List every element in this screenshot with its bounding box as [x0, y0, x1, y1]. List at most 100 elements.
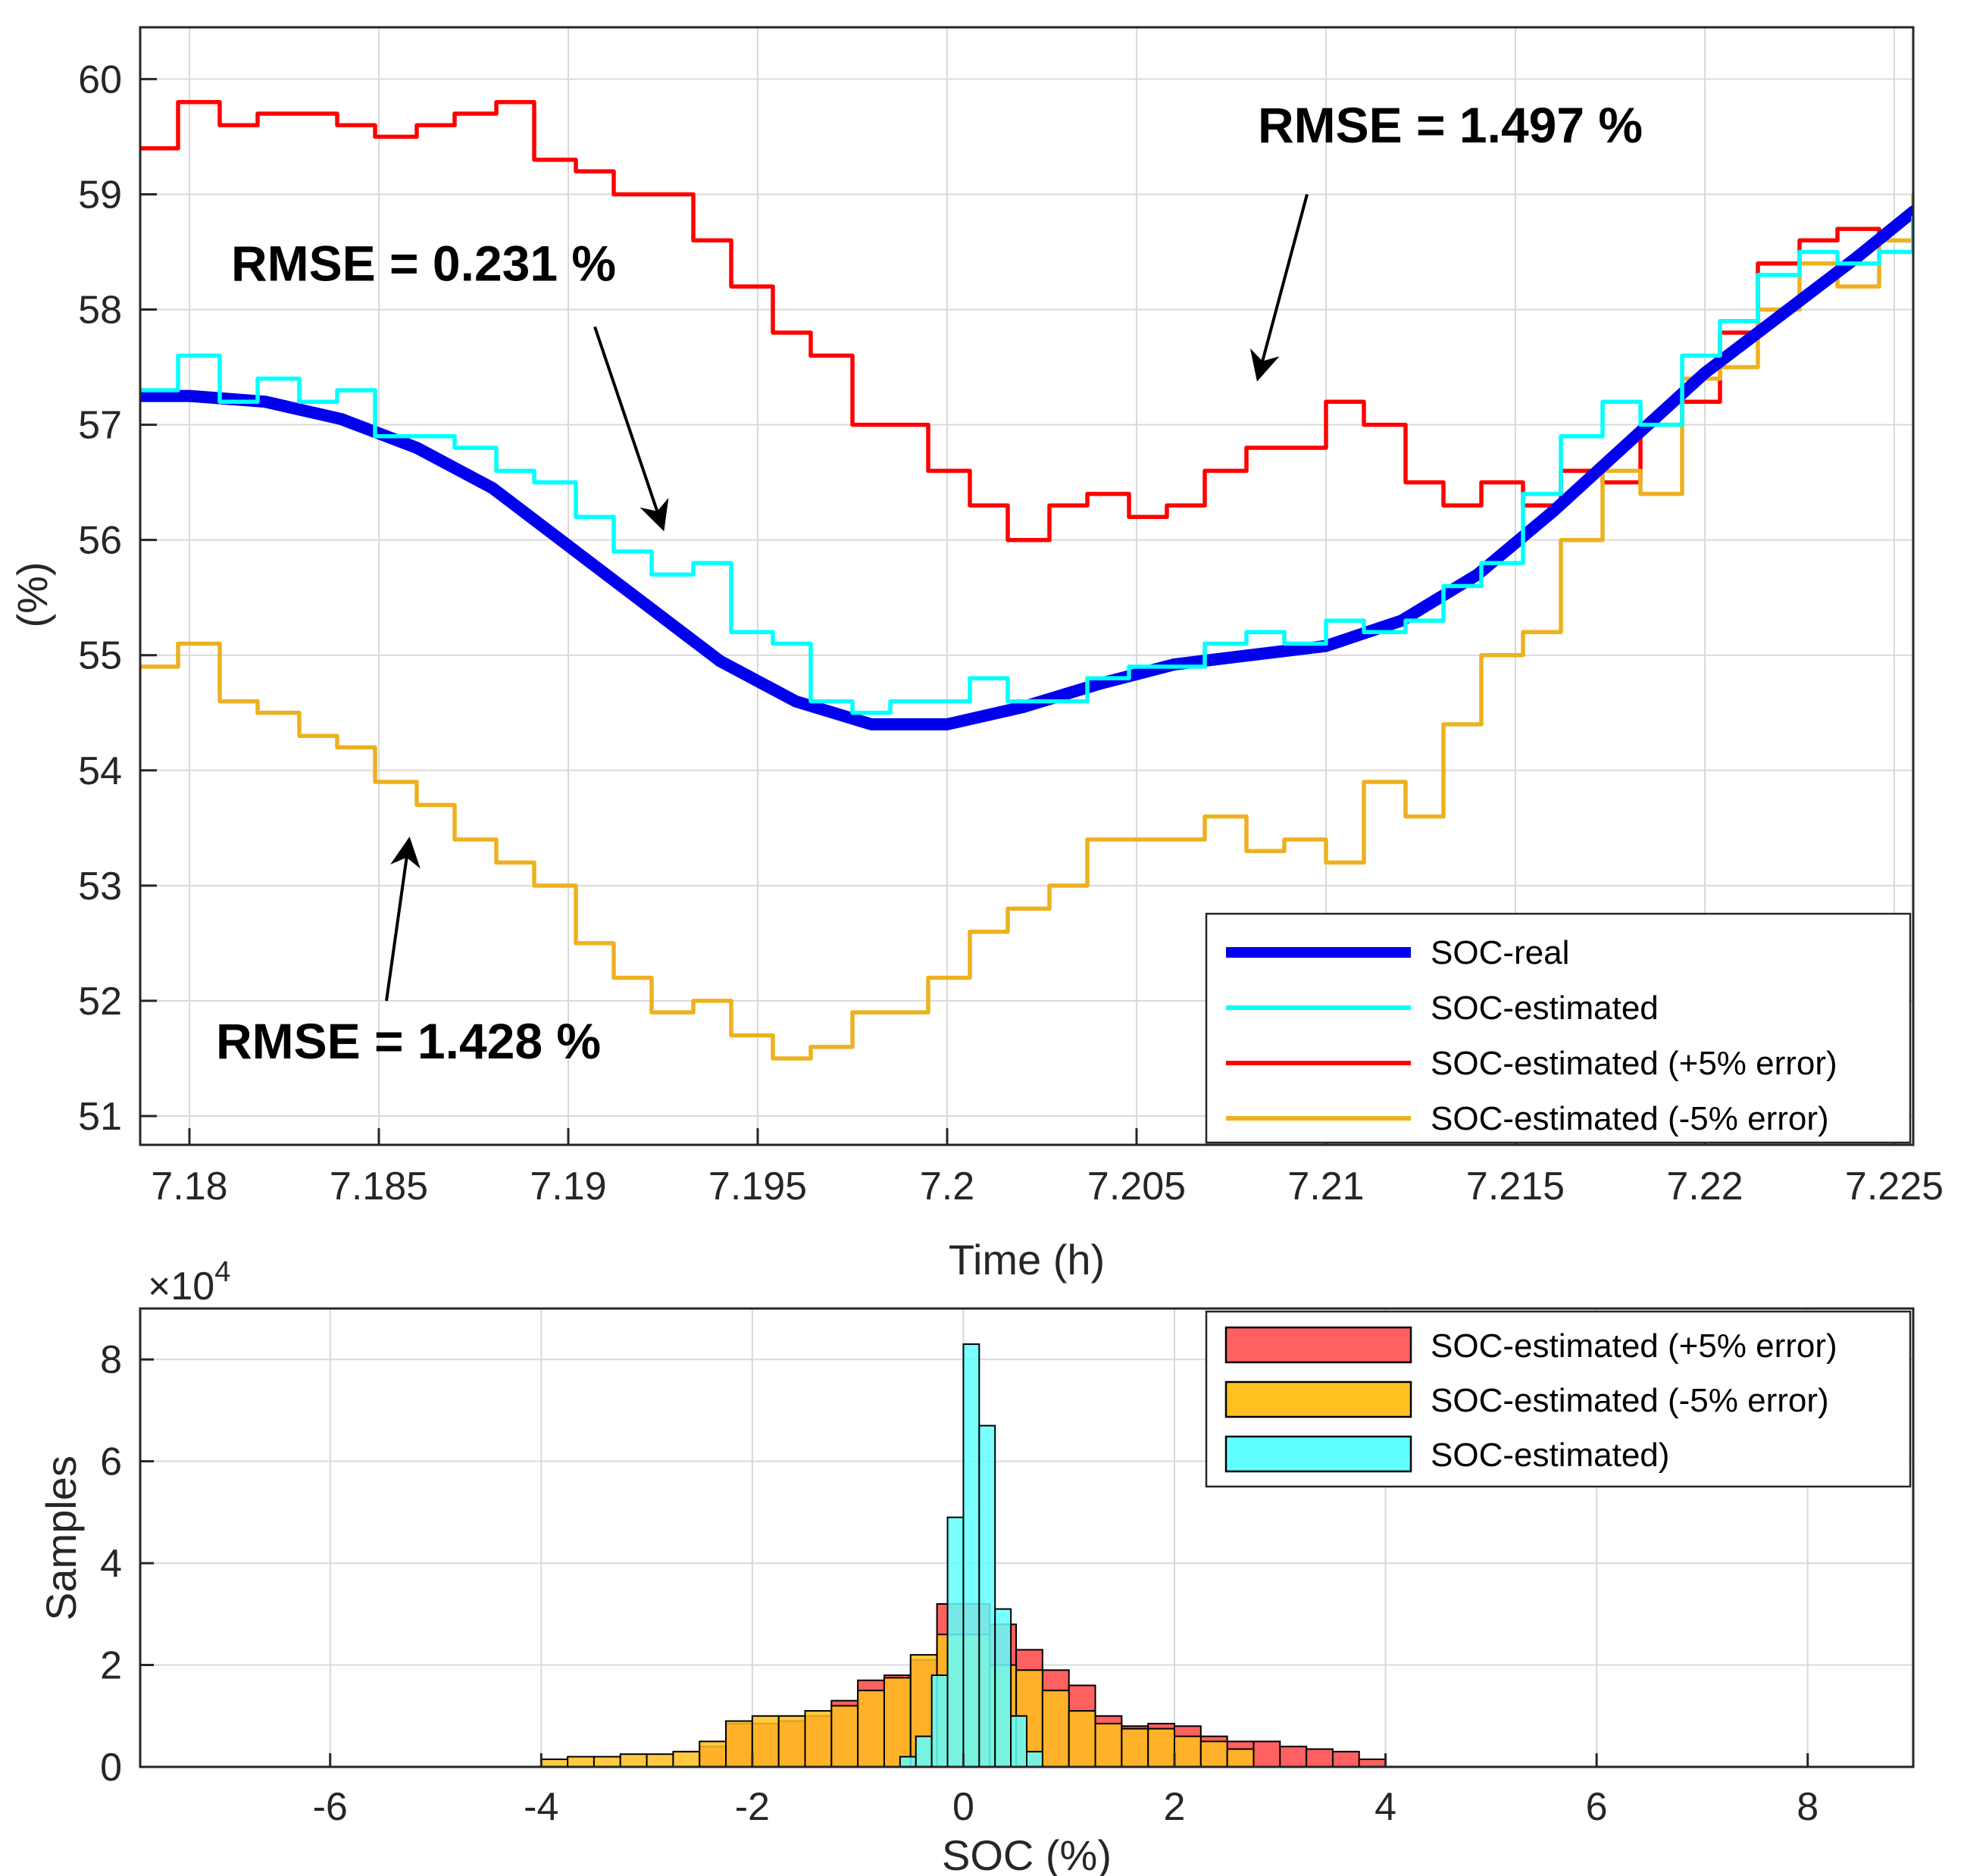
- hist-bar-minus5: [883, 1677, 912, 1767]
- rmse-annotation-0: RMSE = 1.497 %: [1258, 97, 1643, 153]
- top-annotations: RMSE = 1.497 % RMSE = 0.231 % RMSE = 1.428…: [216, 97, 1643, 1069]
- top-axes-box: [139, 26, 1915, 1146]
- top-y-tick-label: 52: [78, 980, 122, 1024]
- rmse-arrow-2: [385, 836, 421, 1002]
- top-y-tick-label: 55: [78, 634, 122, 678]
- bot-x-tick-label: -4: [524, 1785, 558, 1829]
- legend-label-hist-minus5: SOC-estimated (-5% error): [1431, 1382, 1829, 1419]
- bot-x-ticks: -6 -4 -2 0 2 4 6 8: [313, 1753, 1819, 1829]
- bot-x-tick-label: 4: [1374, 1785, 1396, 1829]
- rmse-annotation-1: RMSE = 0.231 %: [231, 236, 616, 292]
- top-x-tick-label: 7.22: [1666, 1165, 1743, 1208]
- bot-y-tick-label: 2: [100, 1644, 122, 1688]
- exponent-label: ×104: [148, 1256, 230, 1309]
- bot-x-tick-label: 8: [1797, 1785, 1819, 1829]
- hist-bar-plus5: [1331, 1750, 1360, 1767]
- legend-swatch-plus5: [1224, 1326, 1412, 1364]
- bot-y-tick-label: 8: [100, 1338, 122, 1382]
- hist-bar-minus5: [804, 1710, 833, 1767]
- hist-bar-minus5: [699, 1740, 727, 1767]
- bot-y-tick-label: 6: [100, 1440, 122, 1484]
- hist-bar-minus5: [567, 1756, 595, 1767]
- hist-bar-minus5: [1121, 1727, 1149, 1767]
- bot-legend: SOC-estimated (+5% error) SOC-estimated …: [1205, 1310, 1912, 1488]
- legend-swatch-estimated: [1224, 1435, 1412, 1473]
- hist-bar-estimated: [915, 1735, 933, 1767]
- top-x-tick-label: 7.21: [1287, 1165, 1364, 1208]
- rmse-annotation-2: RMSE = 1.428 %: [216, 1013, 601, 1069]
- hist-bar-estimated: [1010, 1715, 1028, 1767]
- top-y-tick-label: 58: [78, 289, 122, 333]
- top-x-ticks: 7.18 7.185 7.19 7.195 7.2 7.205 7.21 7.215 7.22 7…: [151, 1128, 1944, 1208]
- top-y-tick-label: 54: [78, 749, 122, 793]
- hist-bar-plus5: [1358, 1758, 1387, 1767]
- top-x-tick-label: 7.185: [330, 1165, 428, 1208]
- top-series-layer: [140, 100, 1913, 1061]
- hist-bar-minus5: [1226, 1748, 1255, 1767]
- series-line-soc-real: [140, 205, 1913, 730]
- legend-label-hist-estimated: SOC-estimated): [1431, 1437, 1669, 1474]
- top-y-tick-label: 57: [78, 404, 122, 448]
- hist-bar-minus5: [830, 1705, 859, 1767]
- top-y-tick-label: 51: [78, 1095, 122, 1139]
- hist-bar-estimated: [994, 1608, 1012, 1767]
- hist-bar-minus5: [593, 1756, 621, 1767]
- top-y-tick-label: 60: [78, 58, 122, 102]
- rmse-arrow-0: [1249, 193, 1309, 382]
- bot-x-tick-label: 6: [1586, 1785, 1608, 1829]
- legend-label-plus5: SOC-estimated (+5% error): [1431, 1045, 1837, 1082]
- hist-bar-minus5: [1094, 1722, 1123, 1767]
- hist-bar-minus5: [1147, 1727, 1176, 1767]
- top-y-tick-label: 59: [78, 173, 122, 217]
- bot-y-axis-label: Samples: [37, 1455, 85, 1621]
- top-y-axis-label: (%): [8, 561, 56, 627]
- top-grid: [140, 27, 1913, 1145]
- bot-x-tick-label: 0: [952, 1785, 974, 1829]
- bot-x-tick-label: -2: [735, 1785, 770, 1829]
- hist-bar-estimated: [978, 1424, 996, 1767]
- bot-x-tick-label: -6: [313, 1785, 348, 1829]
- hist-bar-minus5: [619, 1753, 648, 1767]
- legend-label-minus5: SOC-estimated (-5% error): [1431, 1100, 1829, 1137]
- hist-bar-minus5: [1068, 1710, 1096, 1767]
- hist-bar-minus5: [1041, 1690, 1070, 1767]
- rmse-arrow-1: [593, 326, 669, 532]
- hist-bar-estimated: [899, 1756, 917, 1767]
- top-x-tick-label: 7.215: [1466, 1165, 1565, 1208]
- bot-y-ticks: 0 2 4 6 8: [100, 1338, 154, 1790]
- hist-bar-minus5: [672, 1750, 701, 1767]
- hist-bar-minus5: [777, 1715, 806, 1767]
- series-line-plus5: [140, 100, 1913, 542]
- legend-label-soc-real: SOC-real: [1431, 934, 1569, 971]
- hist-bar-plus5: [1306, 1748, 1334, 1767]
- histogram-panel: -6 -4 -2 0 2 4 6 8 0 2 4 6 8 SOC (%) Samples ×104 S…: [37, 1256, 1915, 1876]
- bot-axes-box: [139, 1307, 1915, 1768]
- top-x-tick-label: 7.195: [708, 1165, 807, 1208]
- hist-bar-minus5: [1199, 1740, 1228, 1767]
- time-series-panel: 7.18 7.185 7.19 7.195 7.2 7.205 7.21 7.215 7.22 7…: [8, 26, 1944, 1283]
- bot-x-axis-label: SOC (%): [942, 1831, 1112, 1876]
- top-y-ticks: 51 52 53 54 55 56 57 58 59 60: [78, 58, 157, 1139]
- legend-label-hist-plus5: SOC-estimated (+5% error): [1431, 1327, 1837, 1365]
- bot-y-tick-label: 0: [100, 1746, 122, 1790]
- top-x-tick-label: 7.2: [920, 1165, 974, 1208]
- legend-swatch-minus5: [1224, 1380, 1412, 1418]
- hist-bar-estimated: [946, 1516, 965, 1767]
- top-x-axis-label: Time (h): [949, 1236, 1105, 1283]
- top-y-tick-label: 53: [78, 865, 122, 908]
- top-x-tick-label: 7.225: [1845, 1165, 1944, 1208]
- hist-bar-minus5: [725, 1720, 753, 1767]
- top-legend: SOC-real SOC-estimated SOC-estimated (+5…: [1205, 912, 1912, 1144]
- hist-bar-estimated: [930, 1674, 949, 1767]
- top-x-tick-label: 7.18: [151, 1165, 227, 1208]
- series-line-soc-estimated: [140, 215, 1913, 715]
- hist-bar-plus5: [1279, 1746, 1308, 1767]
- hist-bar-estimated: [962, 1343, 980, 1767]
- exponent-value: 4: [214, 1256, 230, 1288]
- hist-bar-minus5: [1174, 1735, 1202, 1767]
- bot-bars-layer: [540, 1343, 1387, 1767]
- top-x-tick-label: 7.205: [1087, 1165, 1186, 1208]
- top-x-tick-label: 7.19: [530, 1165, 606, 1208]
- hist-bar-minus5: [646, 1753, 674, 1767]
